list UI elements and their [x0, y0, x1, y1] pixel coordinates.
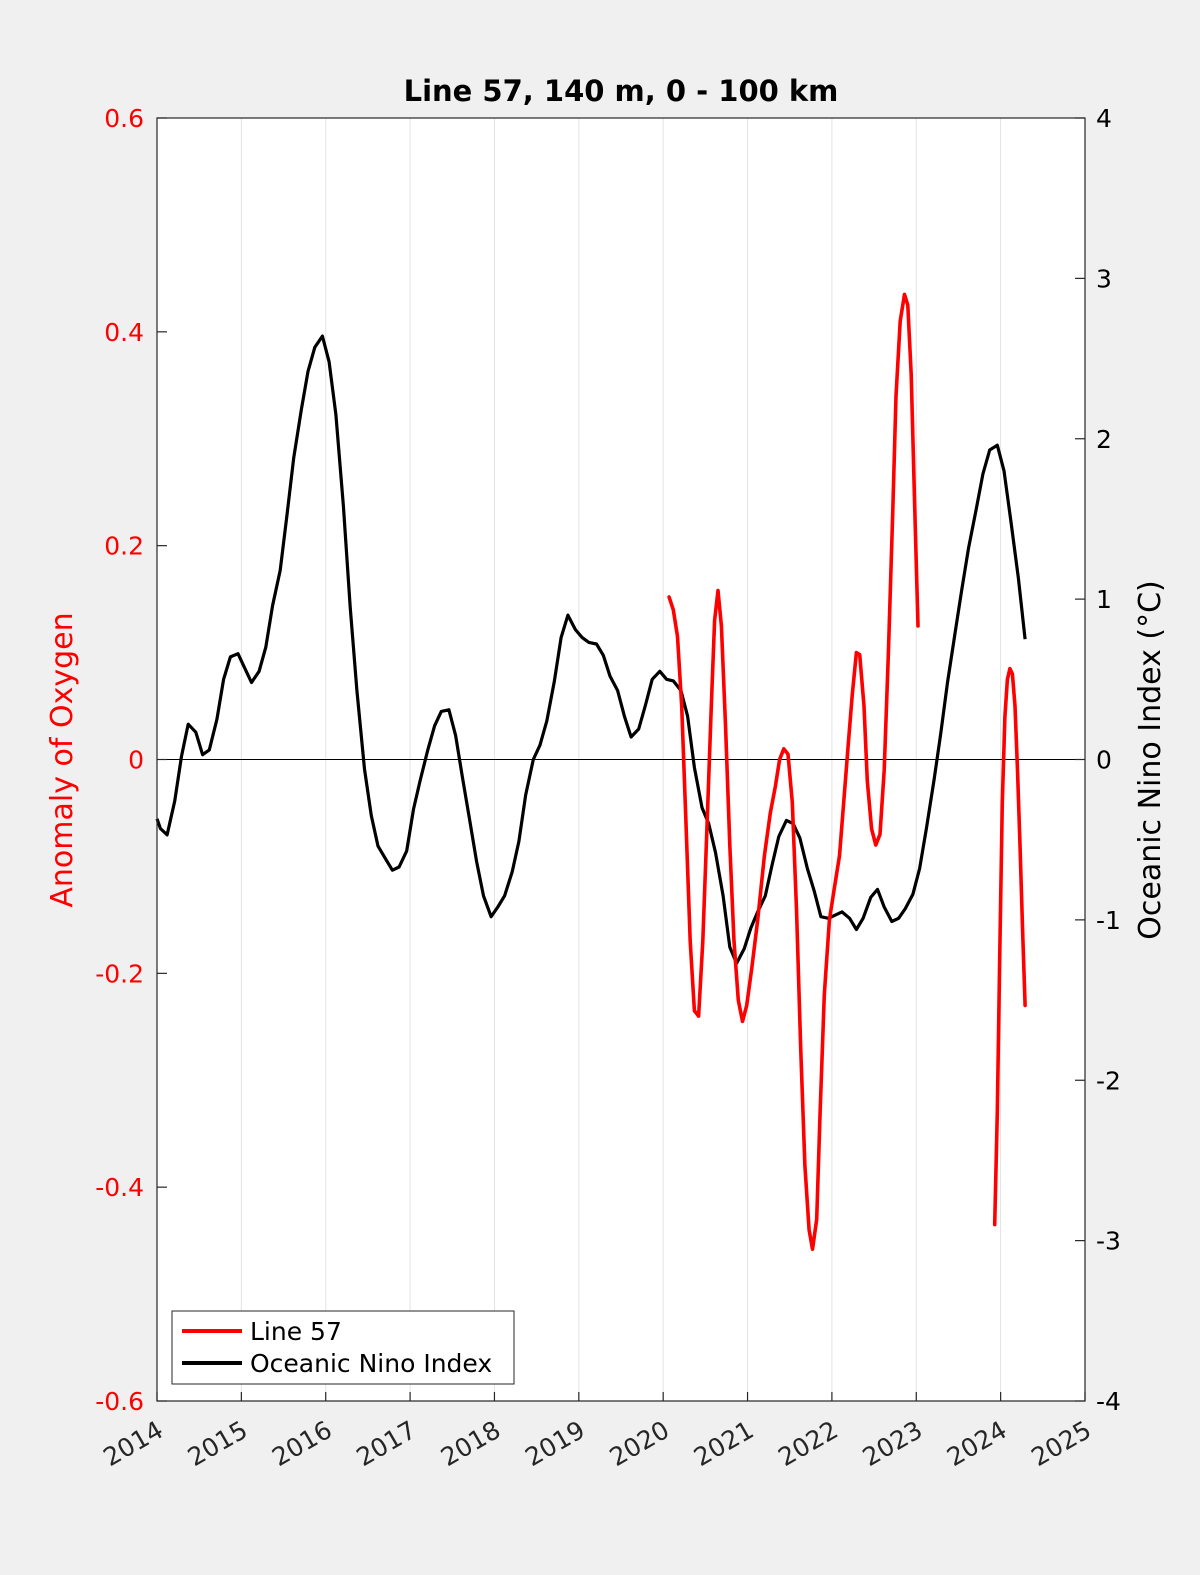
- x-tick-label: 2025: [1026, 1415, 1096, 1472]
- y-left-tick-label: 0: [128, 746, 144, 775]
- y-left-tick-label: -0.4: [95, 1173, 144, 1202]
- series: [155, 292, 1027, 1251]
- y-right-tick-label: 2: [1096, 425, 1112, 454]
- x-tick-label: 2019: [520, 1415, 590, 1472]
- y-axis-left-label: Anomaly of Oxygen: [45, 612, 80, 907]
- x-tick-label: 2016: [267, 1415, 337, 1472]
- legend-box: [171, 1310, 515, 1385]
- chart-title: Line 57, 140 m, 0 - 100 km: [404, 74, 839, 108]
- x-tick-label: 2023: [858, 1415, 928, 1472]
- legend-label-line57: Line 57: [250, 1317, 342, 1346]
- y-right-tick-label: 4: [1096, 104, 1112, 133]
- x-tick-label: 2022: [773, 1415, 843, 1472]
- legend: Line 57 Oceanic Nino Index: [171, 1310, 515, 1385]
- y-right-tick-label: 3: [1096, 264, 1112, 293]
- y-right-tick-label: -2: [1096, 1066, 1121, 1095]
- x-tick-label: 2014: [98, 1415, 168, 1472]
- series-line-57-segment: [667, 292, 920, 1251]
- y-right-tick-label: -1: [1096, 906, 1121, 935]
- x-tick-label: 2017: [351, 1415, 421, 1472]
- legend-label-oni: Oceanic Nino Index: [250, 1349, 492, 1378]
- x-tick-label: 2020: [605, 1415, 675, 1472]
- x-tick-label: 2024: [942, 1415, 1012, 1472]
- y-axis-right: 4 3 2 1 0 -1 -2 -3 -4: [1075, 104, 1121, 1416]
- x-axis: 2014 2015 2016 2017 2018 2019 2020 2021 2022 2023…: [98, 1392, 1096, 1472]
- series-oceanic-nino-index: [155, 334, 1027, 965]
- y-left-tick-label: 0.6: [104, 104, 144, 133]
- y-right-tick-label: -4: [1096, 1387, 1121, 1416]
- x-tick-label: 2015: [183, 1415, 253, 1472]
- y-axis-right-label: Oceanic Nino Index (°C): [1133, 580, 1168, 940]
- series-line-57-segment: [992, 666, 1027, 1227]
- y-left-tick-label: -0.2: [95, 959, 144, 988]
- y-left-tick-label: 0.4: [104, 318, 144, 347]
- x-tick-label: 2018: [436, 1415, 506, 1472]
- y-right-tick-label: 0: [1096, 746, 1112, 775]
- x-tick-label: 2021: [689, 1415, 759, 1472]
- y-left-tick-label: -0.6: [95, 1387, 144, 1416]
- y-axis-left: 0.6 0.4 0.2 0 -0.2 -0.4 -0.6: [95, 104, 167, 1416]
- y-right-tick-label: -3: [1096, 1227, 1121, 1256]
- y-right-tick-label: 1: [1096, 585, 1112, 614]
- y-left-tick-label: 0.2: [104, 532, 144, 561]
